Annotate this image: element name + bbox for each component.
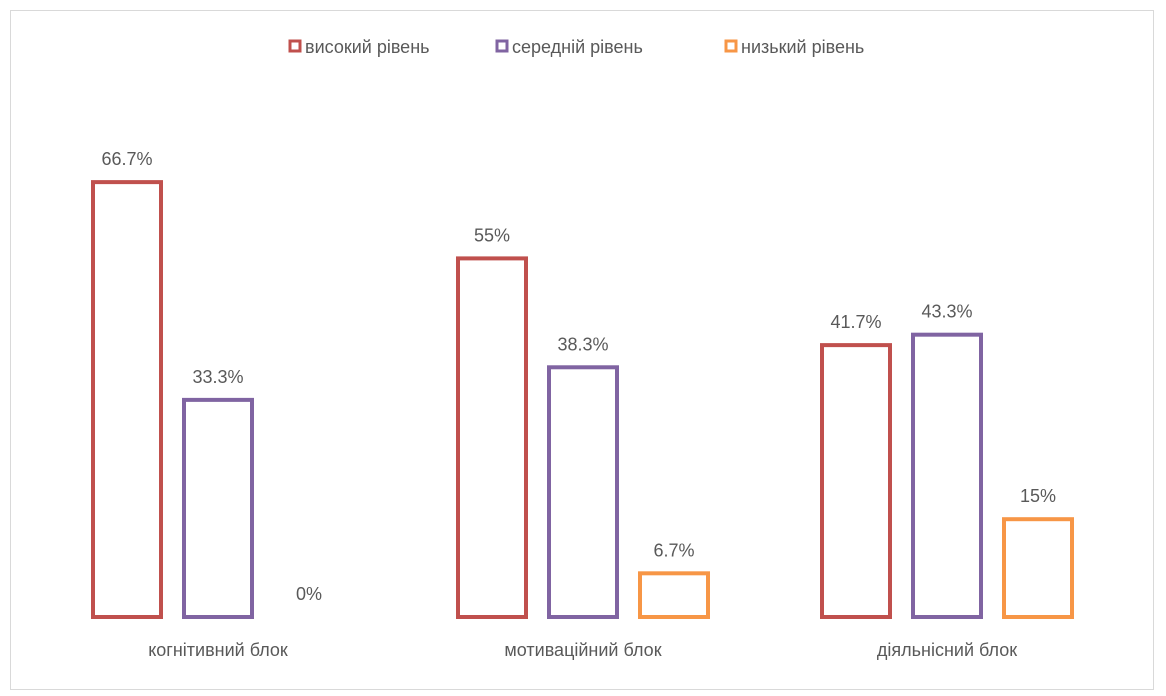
data-label: 41.7% [830, 312, 881, 332]
category-label: діяльнісний блок [877, 640, 1017, 660]
bar [547, 365, 619, 619]
data-label: 15% [1020, 486, 1056, 506]
data-label: 6.7% [653, 540, 694, 560]
bar [182, 397, 254, 619]
legend-item: середній рівень [495, 37, 643, 57]
chart-data-labels: 66.7% 33.3% 0% 55% 38.3% 6.7% 41.7% 43.3% 15% [101, 149, 1056, 604]
legend-label: середній рівень [512, 37, 643, 57]
bar [1002, 517, 1074, 620]
legend-swatch [495, 39, 509, 53]
legend-swatch [288, 39, 302, 53]
legend-label: високий рівень [305, 37, 430, 57]
legend-item: високий рівень [288, 37, 430, 57]
chart-category-labels: когнітивний блок мотиваційний блок діяльні… [148, 640, 1017, 660]
bar-chart: високий рівень середній рівень низький рів… [91, 37, 1074, 660]
bar [91, 180, 163, 619]
legend-swatch [724, 39, 738, 53]
chart-frame: високий рівень середній рівень низький рів… [10, 10, 1154, 690]
category-label: мотиваційний блок [504, 640, 661, 660]
chart-bars [91, 180, 1074, 620]
data-label: 55% [474, 225, 510, 245]
data-label: 33.3% [192, 367, 243, 387]
data-label: 38.3% [557, 334, 608, 354]
data-label: 43.3% [921, 302, 972, 322]
legend-item: низький рівень [724, 37, 864, 57]
bar [456, 256, 528, 619]
bar [911, 332, 983, 619]
data-label: 0% [296, 584, 322, 604]
legend-label: низький рівень [741, 37, 864, 57]
bar [638, 571, 710, 619]
bar [820, 343, 892, 619]
chart-legend: високий рівень середній рівень низький рів… [288, 37, 864, 57]
data-label: 66.7% [101, 149, 152, 169]
category-label: когнітивний блок [148, 640, 288, 660]
